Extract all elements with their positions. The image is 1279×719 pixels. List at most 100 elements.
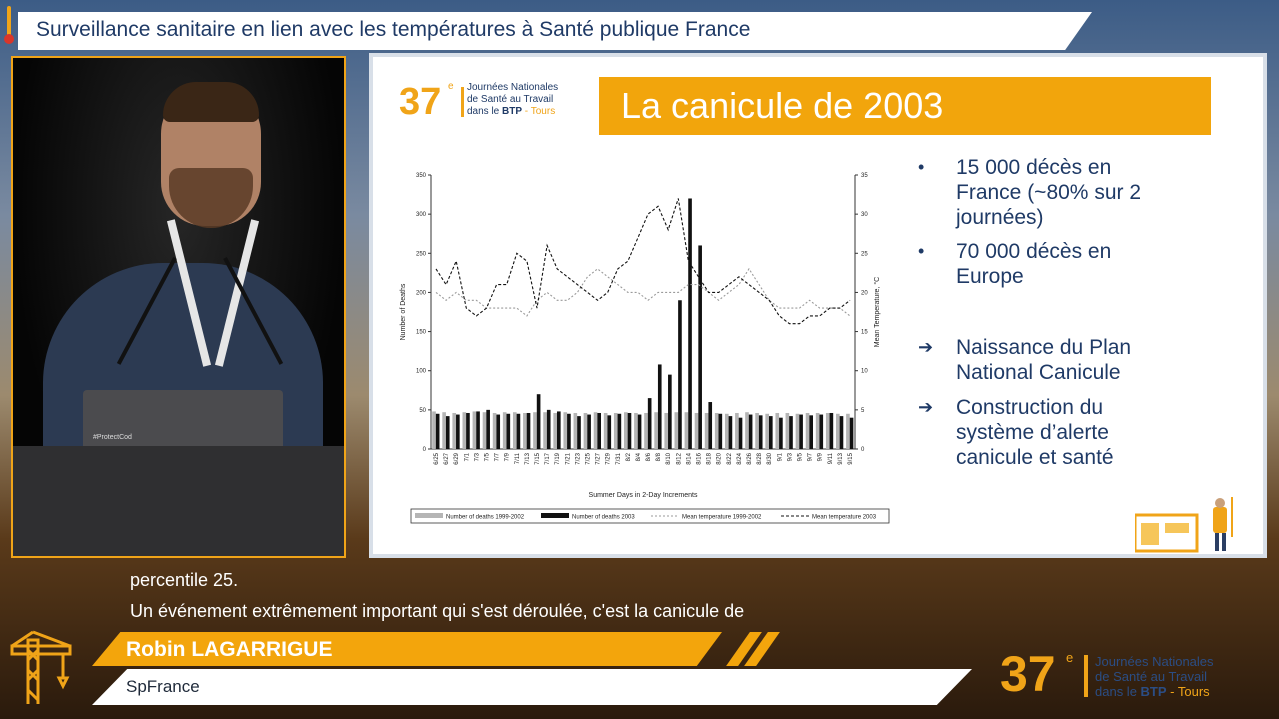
x-tick-label: 8/28 [757, 452, 763, 464]
bar-deaths-2003 [849, 417, 854, 449]
bar-deaths-2003 [546, 409, 551, 449]
bar-deaths-2003 [789, 416, 793, 449]
crane-icon [10, 630, 72, 704]
bar-deaths-1999-2002 [664, 412, 669, 449]
laptop-label: #ProtectCod [93, 434, 132, 441]
bar-deaths-2003 [657, 364, 662, 449]
legend-label: Mean temperature 1999-2002 [682, 515, 762, 521]
bar-deaths-2003 [708, 402, 713, 449]
bar-deaths-1999-2002 [745, 412, 749, 449]
title-bar [18, 12, 1092, 50]
y-tick-label: 50 [419, 408, 426, 414]
bar-deaths-1999-2002 [472, 411, 477, 449]
bar-deaths-2003 [476, 411, 480, 449]
bar-deaths-1999-2002 [765, 413, 769, 449]
x-tick-label: 7/21 [565, 452, 571, 464]
bar-deaths-2003 [617, 413, 622, 449]
bullet-line: système d’alerte [956, 421, 1109, 444]
bar-deaths-1999-2002 [674, 412, 679, 449]
bar-deaths-2003 [516, 413, 521, 449]
y2-tick-label: 35 [861, 173, 868, 179]
bar-deaths-1999-2002 [714, 412, 719, 449]
legend-label: Number of deaths 2003 [572, 515, 635, 521]
x-tick-label: 7/27 [596, 452, 602, 464]
bar-deaths-1999-2002 [432, 411, 436, 449]
x-tick-label: 8/18 [707, 452, 713, 464]
x-tick-label: 7/9 [505, 452, 511, 461]
bar-deaths-1999-2002 [624, 412, 628, 449]
arrow-right-icon: ➔ [918, 397, 934, 417]
bar-deaths-1999-2002 [815, 412, 820, 449]
bar-deaths-1999-2002 [644, 412, 648, 449]
line-temp-2003 [435, 198, 851, 325]
corner-logo-line3-b: BTP [1140, 684, 1167, 699]
bullet-line: canicule et santé [956, 446, 1114, 469]
x-tick-label: 8/30 [767, 452, 773, 464]
x-tick-label: 8/10 [666, 452, 672, 464]
bar-deaths-2003 [506, 413, 511, 449]
bar-deaths-2003 [486, 409, 490, 449]
deaths-temperature-chart: 0 50 100 150 200 250 300 350 0 5 10 15 20 25 30 35 6/25 6… [400, 173, 890, 524]
x-tick-label: 7/1 [464, 452, 470, 461]
corner-logo-line3-c: - Tours [1166, 684, 1210, 699]
x-tick-label: 8/2 [626, 452, 632, 461]
x-tick-label: 7/11 [515, 452, 521, 464]
bar-deaths-2003 [567, 413, 571, 449]
bar-deaths-2003 [435, 413, 440, 449]
y-tick-label: 300 [416, 212, 427, 218]
bar-deaths-2003 [839, 416, 844, 449]
bar-deaths-1999-2002 [543, 412, 547, 449]
x-tick-label: 8/26 [747, 452, 753, 464]
x-tick-label: 9/9 [818, 452, 824, 461]
x-tick-label: 7/7 [495, 452, 501, 461]
construction-worker-illustration [1135, 497, 1233, 553]
podium [13, 446, 344, 556]
bullet-line: journées) [956, 206, 1044, 229]
x-tick-label: 9/1 [777, 452, 783, 461]
legend-swatch [415, 513, 443, 518]
x-tick-label: 9/3 [787, 452, 793, 461]
bar-deaths-2003 [688, 198, 692, 449]
bar-deaths-1999-2002 [563, 412, 568, 449]
bar-deaths-2003 [526, 412, 531, 449]
bar-deaths-2003 [768, 416, 773, 449]
bullet-dot-icon: • [918, 157, 925, 177]
x-tick-label: 7/3 [474, 452, 480, 461]
x-tick-label: 8/8 [656, 452, 662, 461]
bar-deaths-2003 [809, 415, 814, 449]
bar-deaths-1999-2002 [775, 412, 780, 449]
x-tick-label: 7/23 [575, 452, 581, 464]
corner-logo-number: 37 [1000, 646, 1056, 702]
x-tick-label: 7/13 [525, 452, 531, 464]
bar-deaths-1999-2002 [805, 412, 810, 449]
x-tick-label: 8/4 [636, 452, 642, 461]
y-tick-label: 350 [416, 173, 427, 179]
bar-deaths-1999-2002 [553, 412, 557, 449]
bar-deaths-1999-2002 [523, 412, 527, 449]
y2-tick-label: 5 [861, 408, 865, 414]
bar-deaths-2003 [466, 412, 470, 449]
bar-deaths-1999-2002 [846, 413, 850, 449]
bar-deaths-2003 [819, 414, 824, 449]
y2-tick-label: 20 [861, 290, 868, 296]
x-tick-label: 7/19 [555, 452, 561, 464]
bar-deaths-1999-2002 [462, 412, 467, 449]
laptop [83, 390, 283, 450]
bar-deaths-2003 [597, 412, 602, 449]
presentation-slide: 37 e Journées Nationales de Santé au Tra… [369, 53, 1267, 558]
y2-axis-label: Mean Temperature, °C [873, 277, 881, 347]
bar-deaths-1999-2002 [694, 412, 699, 449]
slide-logo-line3-a: dans le [467, 106, 503, 117]
bar-deaths-1999-2002 [634, 412, 638, 449]
slide-logo-number: 37 [399, 81, 442, 123]
x-tick-label: 7/29 [606, 452, 612, 464]
slide-logo-line1: Journées Nationales [467, 82, 559, 93]
bar-deaths-1999-2002 [593, 412, 598, 449]
x-tick-label: 9/13 [838, 452, 844, 464]
bar-deaths-2003 [577, 416, 581, 449]
x-tick-label: 7/25 [585, 452, 591, 464]
bar-deaths-1999-2002 [654, 412, 658, 449]
bar-deaths-2003 [738, 417, 743, 449]
x-tick-label: 6/29 [454, 452, 460, 464]
y-tick-label: 100 [416, 369, 427, 375]
